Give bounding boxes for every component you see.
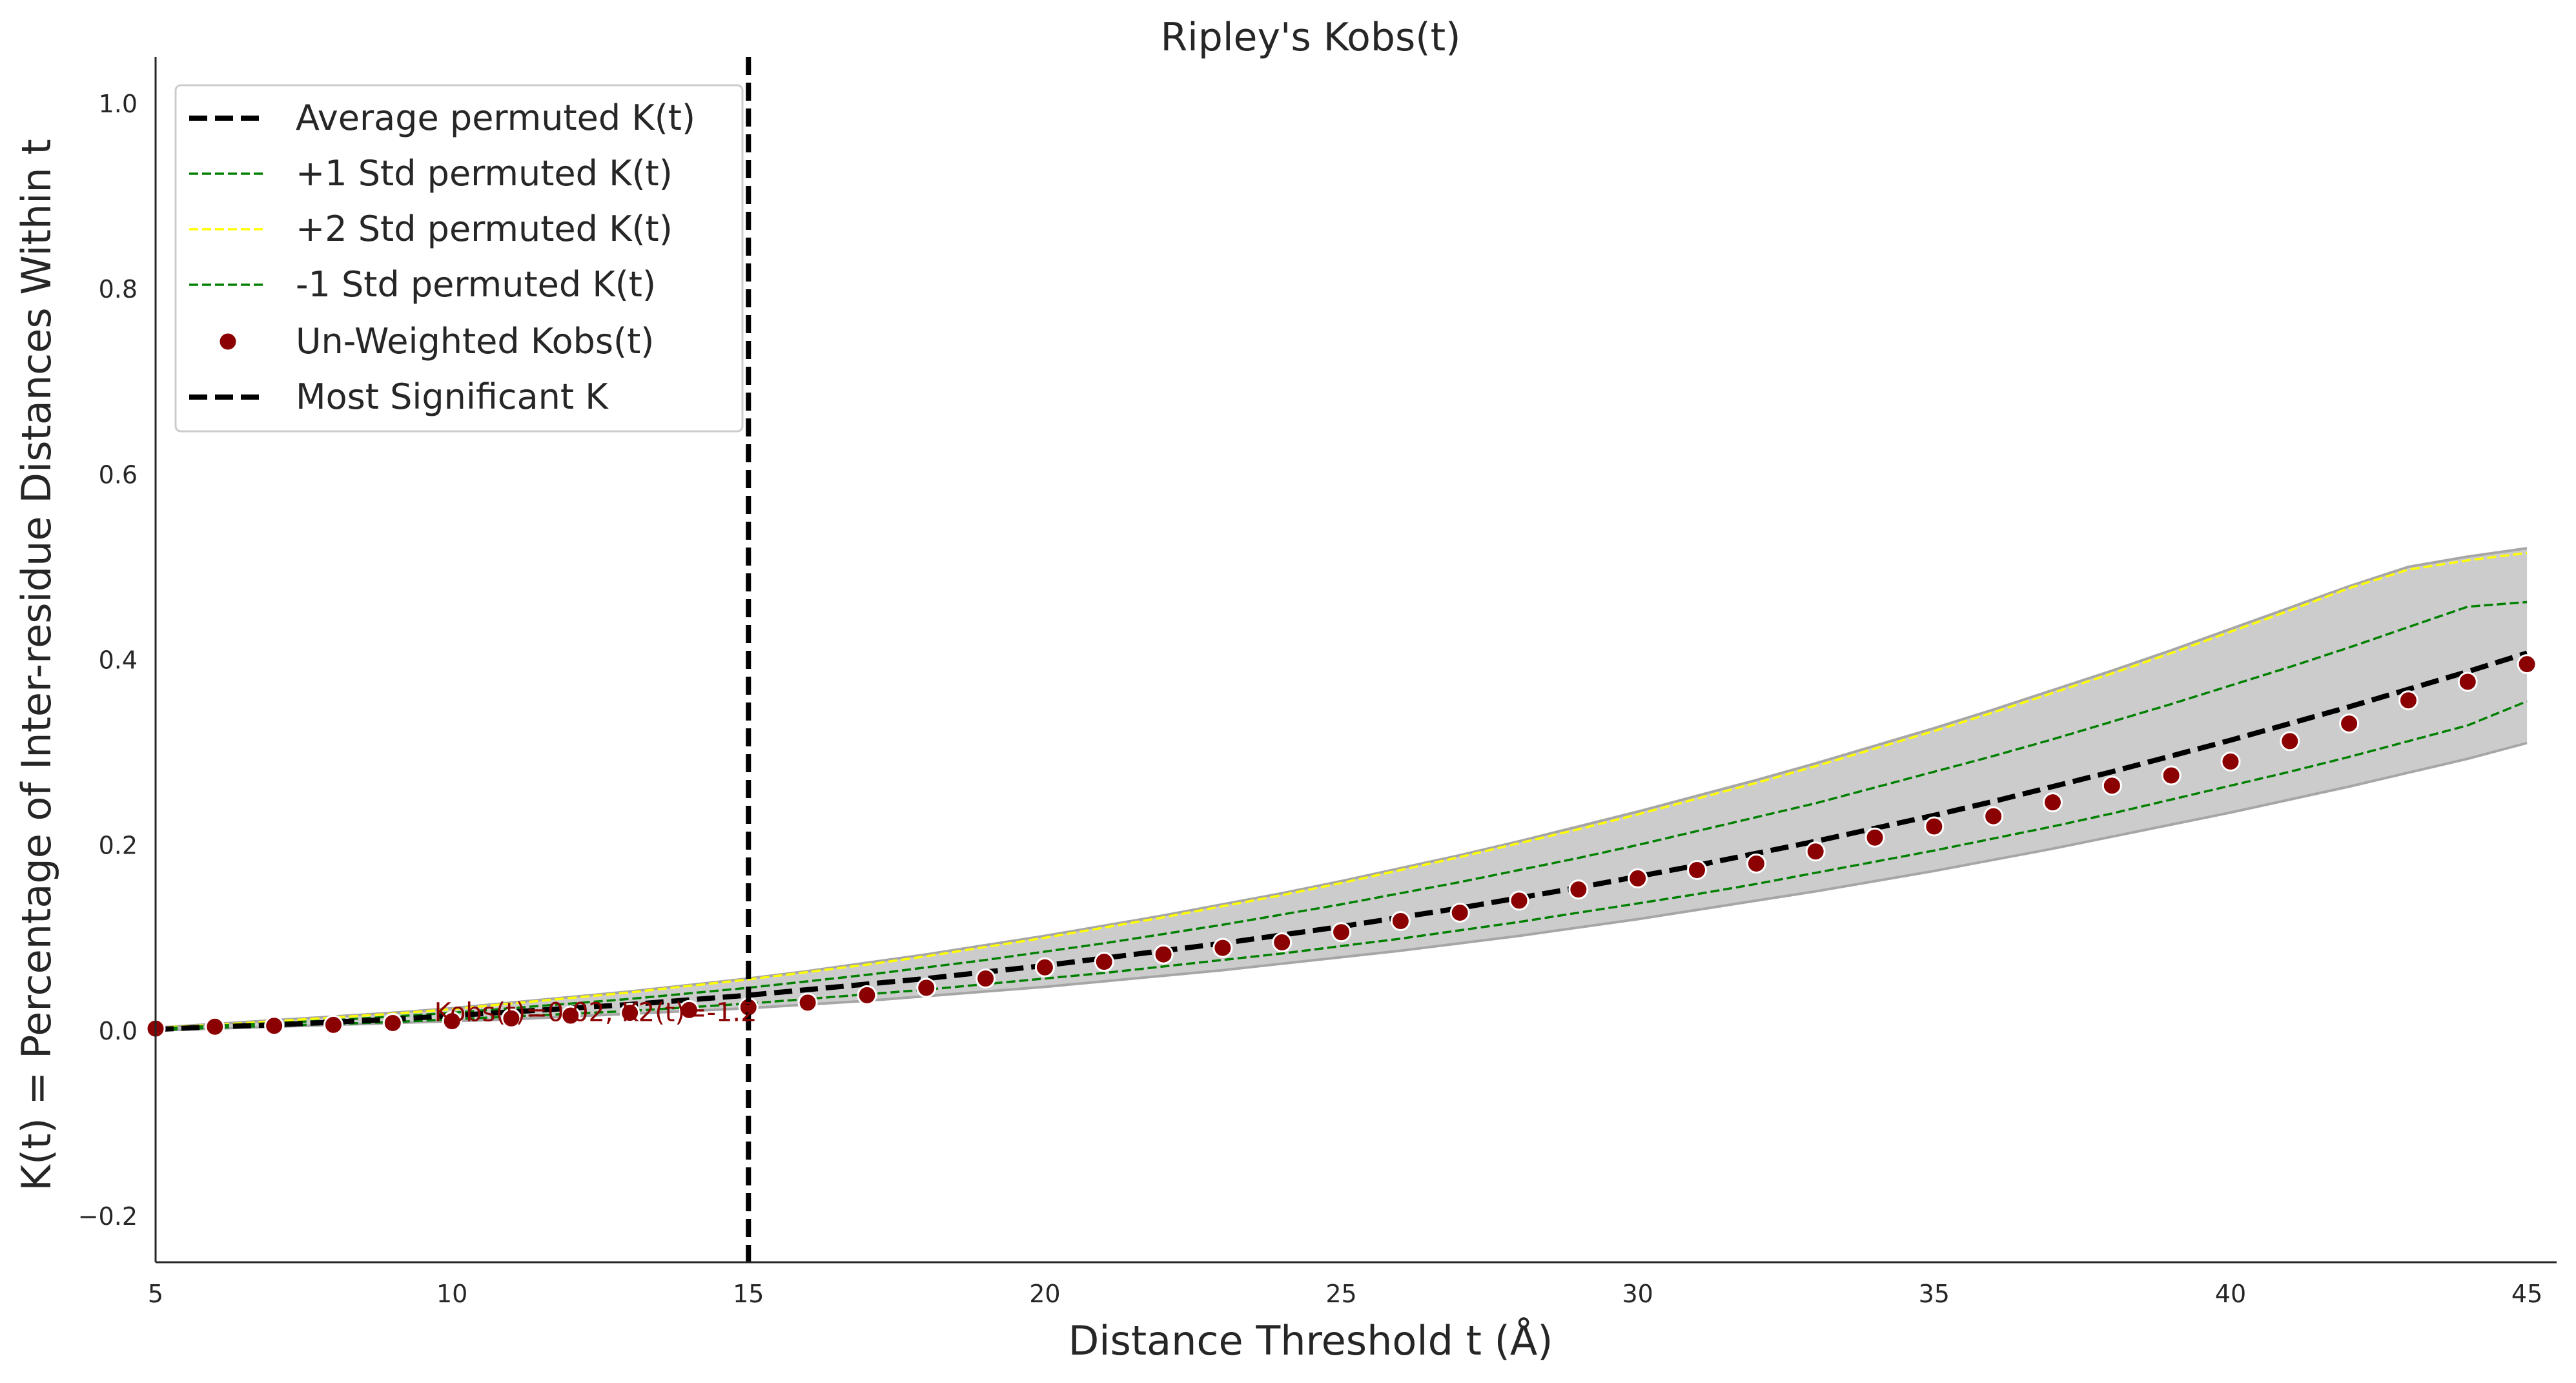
observed-point bbox=[797, 992, 818, 1013]
observed-point bbox=[382, 1012, 403, 1033]
observed-point bbox=[1924, 816, 1945, 837]
observed-point bbox=[1094, 952, 1114, 972]
observed-point bbox=[857, 985, 877, 1005]
observed-point bbox=[560, 1005, 581, 1026]
x-tick-label: 20 bbox=[1029, 1280, 1060, 1308]
chart-title: Ripley's Kobs(t) bbox=[1160, 15, 1460, 60]
legend-label-average: Average permuted K(t) bbox=[296, 97, 695, 138]
x-tick-label: 30 bbox=[1622, 1280, 1653, 1308]
legend-label-plus1std: +1 Std permuted K(t) bbox=[296, 153, 673, 194]
observed-point bbox=[2398, 690, 2418, 711]
y-tick-label: 1.0 bbox=[99, 90, 138, 118]
observed-point bbox=[2517, 654, 2537, 675]
observed-point bbox=[1390, 910, 1411, 931]
x-tick-label: 10 bbox=[436, 1280, 467, 1308]
legend-label-minus1std: -1 Std permuted K(t) bbox=[296, 264, 656, 305]
observed-point bbox=[1331, 922, 1352, 943]
observed-point bbox=[1746, 853, 1766, 874]
observed-point bbox=[2220, 751, 2241, 772]
legend-label-most-significant: Most Significant K bbox=[296, 376, 609, 417]
legend-label-plus2std: +2 Std permuted K(t) bbox=[296, 209, 673, 249]
y-tick-label: 0.6 bbox=[99, 460, 138, 489]
legend-swatch-observed bbox=[218, 331, 238, 352]
observed-point bbox=[1865, 827, 1885, 848]
observed-point bbox=[2101, 775, 2122, 796]
observed-point bbox=[620, 1003, 640, 1023]
y-tick-label: −0.2 bbox=[78, 1202, 138, 1231]
y-tick-label: 0.0 bbox=[99, 1017, 138, 1045]
observed-point bbox=[205, 1016, 225, 1037]
observed-point bbox=[1272, 932, 1293, 953]
observed-point bbox=[916, 978, 937, 998]
observed-point bbox=[2280, 731, 2300, 752]
observed-point bbox=[1034, 957, 1055, 978]
x-tick-label: 35 bbox=[1919, 1280, 1950, 1308]
y-tick-label: 0.4 bbox=[99, 646, 138, 675]
observed-point bbox=[1568, 879, 1589, 900]
y-tick-label: 0.2 bbox=[99, 832, 138, 860]
x-axis-label: Distance Threshold t (Å) bbox=[1068, 1317, 1553, 1364]
observed-point bbox=[264, 1016, 285, 1036]
observed-point bbox=[1687, 860, 1708, 881]
y-axis-label: K(t) = Percentage of Inter-residue Dista… bbox=[13, 139, 60, 1191]
observed-point bbox=[501, 1008, 522, 1029]
x-tick-label: 5 bbox=[148, 1280, 163, 1308]
observed-point bbox=[1449, 903, 1470, 923]
observed-point bbox=[1805, 841, 1826, 862]
observed-point bbox=[1628, 868, 1648, 888]
observed-point bbox=[1153, 944, 1174, 965]
x-tick-label: 45 bbox=[2511, 1280, 2542, 1308]
legend-box bbox=[174, 84, 744, 433]
observed-point bbox=[1983, 806, 2004, 826]
x-tick-label: 15 bbox=[733, 1280, 764, 1308]
observed-point bbox=[2161, 765, 2182, 786]
std-band-lower-edge bbox=[155, 741, 2528, 1032]
ticks-layer: 5 10 15 20 25 30 35 40 45 −0.2 0.0 0.2 0.4 0.6 0.8 1.0 bbox=[78, 90, 2543, 1308]
observed-point bbox=[679, 999, 699, 1020]
observed-point bbox=[2457, 671, 2478, 692]
x-tick-label: 25 bbox=[1325, 1280, 1356, 1308]
x-tick-label: 40 bbox=[2215, 1280, 2246, 1308]
observed-point bbox=[976, 968, 996, 989]
observed-point bbox=[442, 1011, 462, 1032]
minus1std-line bbox=[155, 700, 2528, 1032]
observed-point bbox=[2042, 792, 2063, 813]
legend: Average permuted K(t) +1 Std permuted K(… bbox=[174, 84, 744, 433]
observed-point bbox=[1212, 937, 1233, 958]
annotation-label: Kobs(t)=0.02, K2(t)=-1.2 bbox=[434, 998, 757, 1028]
observed-point bbox=[2339, 713, 2360, 734]
axes-layer bbox=[154, 57, 2557, 1264]
plus2std-line bbox=[155, 551, 2528, 1029]
y-tick-label: 0.8 bbox=[99, 275, 138, 303]
observed-point bbox=[1509, 890, 1529, 911]
observed-point bbox=[323, 1014, 343, 1035]
plus1std-line bbox=[155, 600, 2528, 1030]
legend-label-observed: Un-Weighted Kobs(t) bbox=[296, 321, 654, 362]
